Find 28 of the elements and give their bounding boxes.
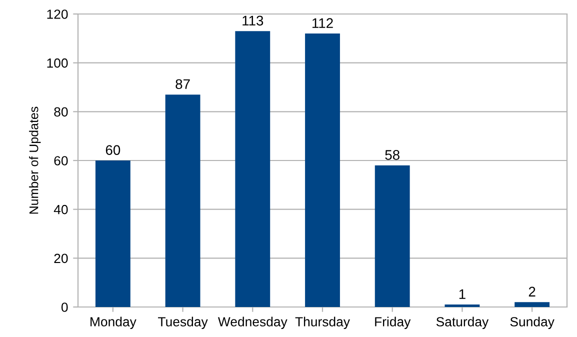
bar [514, 302, 550, 307]
data-label: 87 [176, 79, 190, 90]
bar [374, 165, 410, 307]
x-tick-label: Sunday [510, 316, 554, 330]
x-tick-label: Saturday [436, 316, 489, 330]
y-tick-label: 60 [54, 156, 68, 166]
bar [235, 31, 270, 307]
y-axis-title: Number of Updates [29, 106, 41, 214]
x-tick-label: Monday [90, 316, 136, 330]
x-tick-label: Tuesday [158, 316, 208, 330]
bar [305, 34, 340, 307]
x-tick-label: Friday [375, 316, 411, 330]
y-tick-label: 20 [54, 254, 68, 264]
y-tick-label: 80 [54, 107, 68, 117]
y-tick-label: 40 [54, 204, 68, 214]
data-label: 58 [385, 150, 400, 160]
bar [165, 94, 200, 307]
data-label: 2 [528, 286, 536, 296]
y-tick-label: 100 [47, 58, 68, 68]
y-tick-label: 120 [47, 10, 68, 19]
x-tick-label: Thursday [295, 316, 350, 330]
data-label: 113 [242, 16, 264, 26]
data-label: 60 [106, 145, 120, 155]
bar [95, 160, 130, 307]
data-label: 1 [459, 289, 466, 299]
y-tick-label: 0 [61, 302, 68, 312]
data-label: 112 [312, 18, 333, 28]
x-tick-label: Wednesday [218, 316, 288, 330]
